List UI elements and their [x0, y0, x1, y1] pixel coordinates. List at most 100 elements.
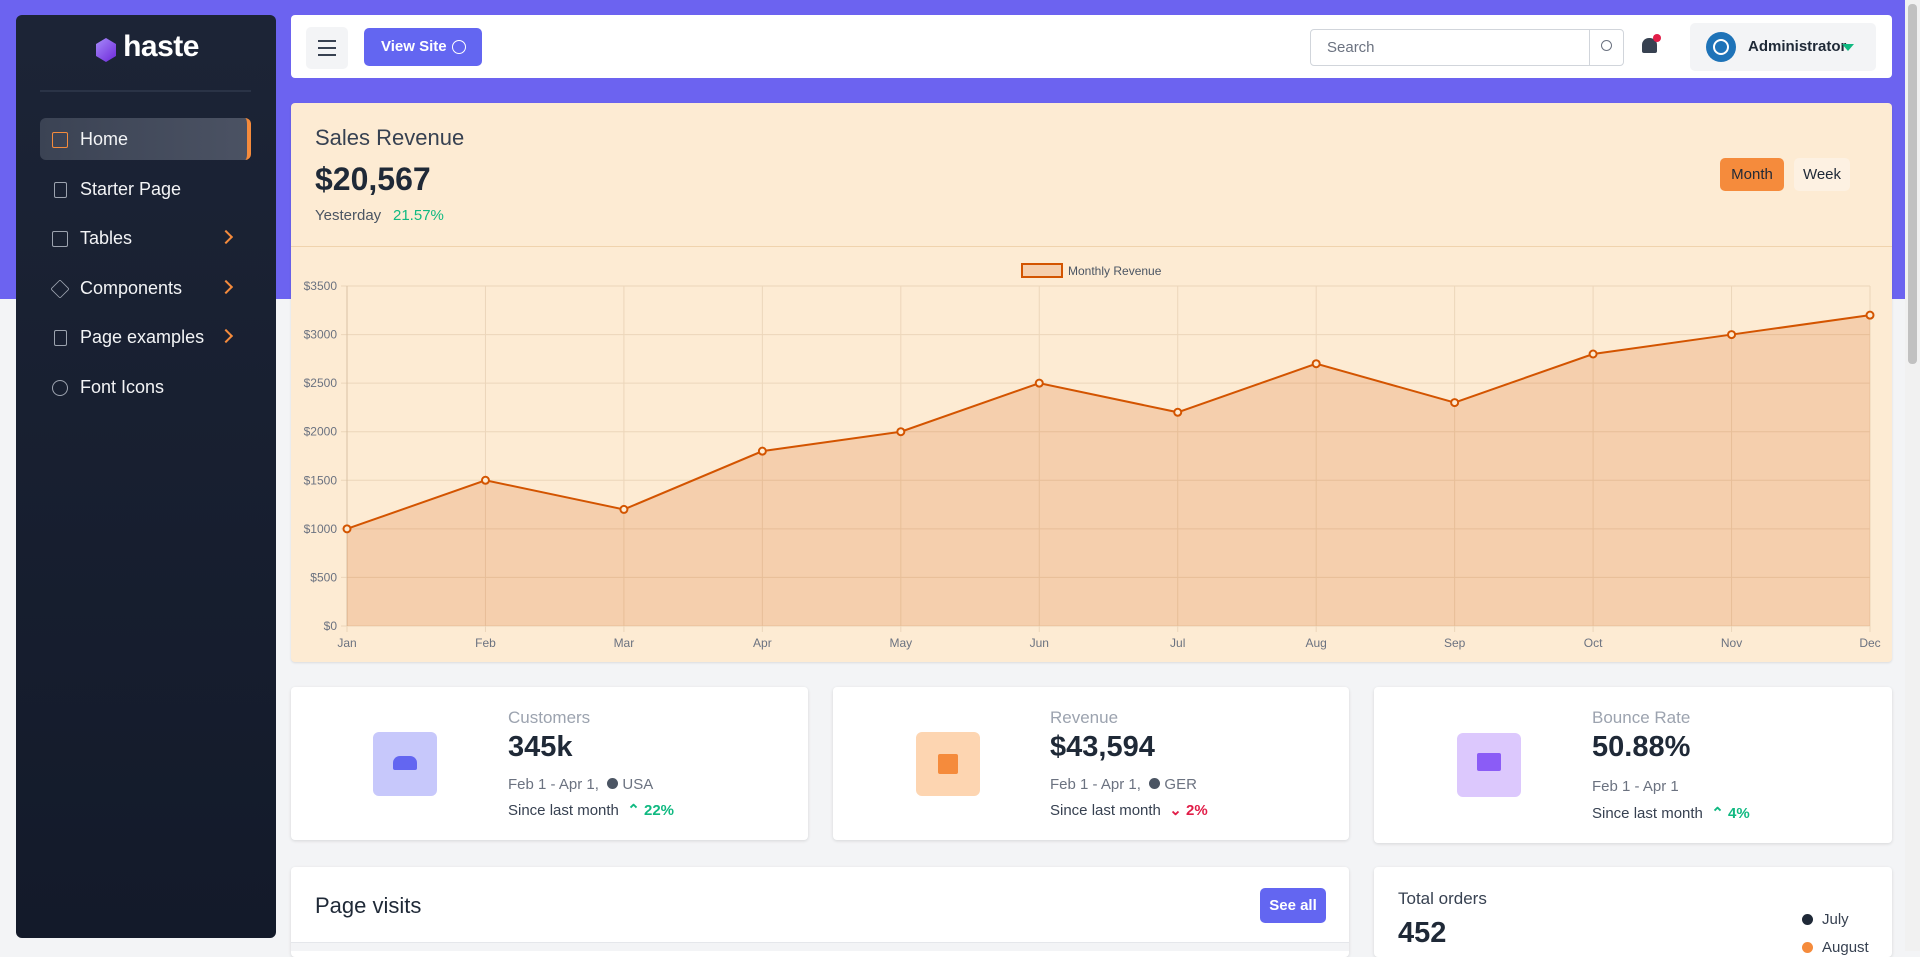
menu-item[interactable]: Components [40, 267, 251, 309]
legend-dot [1802, 942, 1813, 953]
menu-item[interactable]: Font Icons [40, 366, 251, 408]
orders-value: 452 [1398, 917, 1447, 949]
date: Feb 1 - Apr 1, [1050, 776, 1141, 793]
x-tick-label: Dec [1859, 636, 1880, 650]
menu-item[interactable]: Home [40, 118, 251, 160]
since: Since last month [1592, 805, 1703, 822]
notification-bell[interactable] [1642, 38, 1657, 53]
y-tick-label: $2000 [304, 425, 338, 439]
x-tick-label: Nov [1721, 636, 1742, 650]
x-tick-label: May [889, 636, 912, 650]
y-tick-label: $2500 [304, 376, 338, 390]
stat-date: Feb 1 - Apr 1, GER [1050, 776, 1197, 793]
divider [40, 90, 251, 92]
revenue-chart: $0 $500 $1000 $1500 $2000 $2500 $3000 $3500 Jan F… [304, 263, 1881, 650]
tab-button[interactable]: Week [1794, 158, 1850, 191]
stat-value: $43,594 [1050, 731, 1155, 763]
point [1173, 407, 1183, 417]
brand-logo [96, 38, 116, 62]
stat-change: 2% [1185, 802, 1208, 819]
see-all-button[interactable]: See all [1260, 888, 1326, 923]
view-site-button[interactable]: View Site [364, 28, 482, 66]
stat-date: Feb 1 - Apr 1, USA [508, 776, 653, 793]
avatar [1706, 32, 1736, 62]
point [1311, 359, 1321, 369]
stat-since: Since last month ⌃ 22% [508, 802, 675, 819]
y-tick-label: $500 [310, 570, 337, 584]
menu-item[interactable]: Starter Page [40, 168, 251, 210]
stat-icon [916, 732, 980, 796]
menu-label: Starter Page [80, 179, 182, 199]
menu-label: Tables [80, 228, 133, 248]
chevron [218, 229, 234, 245]
brand[interactable]: haste [123, 30, 199, 63]
y-tick-label: $3500 [304, 279, 338, 293]
tab-button[interactable]: Month [1720, 158, 1784, 191]
period: Yesterday [315, 207, 382, 224]
icon [54, 182, 67, 198]
orders-card [1374, 867, 1892, 957]
sales-card [291, 103, 1892, 662]
region: GER [1164, 776, 1197, 793]
stat-change: 4% [1727, 805, 1750, 822]
x-tick-label: Jul [1170, 636, 1185, 650]
point [1450, 398, 1460, 408]
area [347, 315, 1870, 626]
stat-since: Since last month ⌄ 2% [1050, 802, 1208, 819]
point [1727, 330, 1737, 340]
line [346, 314, 1871, 530]
divider [291, 246, 1892, 247]
y-tick-label: $1000 [304, 522, 338, 536]
menu-label: Font Icons [80, 377, 165, 397]
icon [52, 380, 68, 396]
x-tick-label: Sep [1444, 636, 1466, 650]
table-header [291, 942, 1349, 951]
stat-icon [373, 732, 437, 796]
change: 21.57% [393, 207, 444, 224]
x-tick-label: Apr [753, 636, 772, 650]
stat-title: Bounce Rate [1592, 708, 1691, 727]
menu-label: Home [80, 129, 129, 149]
x-tick-label: Mar [614, 636, 635, 650]
point [1865, 310, 1875, 320]
x-tick-label: Jun [1030, 636, 1049, 650]
legend-label: July [1822, 911, 1849, 928]
icon [52, 132, 68, 148]
stat-icon [1457, 733, 1521, 797]
header [291, 15, 1892, 78]
caret [1842, 44, 1854, 51]
x-tick-label: Oct [1584, 636, 1603, 650]
legend-label: August [1822, 939, 1869, 956]
x-tick-label: Feb [475, 636, 496, 650]
user-name: Administrator [1748, 38, 1847, 55]
menu-item[interactable]: Tables [40, 217, 251, 259]
chevron [218, 279, 234, 295]
button-label: View Site [381, 38, 447, 55]
since: Since last month [508, 802, 619, 819]
card-title: Total orders [1398, 889, 1487, 908]
user-menu[interactable]: Administrator [1690, 23, 1876, 71]
menu-toggle[interactable] [306, 27, 348, 69]
point [757, 446, 767, 456]
date: Feb 1 - Apr 1, [508, 776, 599, 793]
scrollbar-thumb[interactable] [1908, 4, 1917, 364]
point [619, 504, 629, 514]
x-tick-label: Jan [337, 636, 356, 650]
menu-label: Components [80, 278, 183, 298]
search-button[interactable] [1589, 29, 1624, 66]
card-title: Sales Revenue [315, 125, 465, 150]
x-tick-label: Aug [1306, 636, 1327, 650]
y-tick-label: $0 [324, 619, 338, 633]
menu-item[interactable]: Page examples [40, 316, 251, 358]
search-input[interactable]: Search [1310, 29, 1624, 66]
icon [52, 231, 68, 247]
stat-title: Revenue [1050, 708, 1119, 727]
legend-label: Monthly Revenue [1068, 264, 1162, 278]
icon [50, 279, 70, 299]
menu-label: Page examples [80, 327, 205, 347]
icon [54, 330, 67, 346]
notification-dot [1653, 34, 1661, 42]
point [896, 427, 906, 437]
stat-since: Since last month ⌃ 4% [1592, 805, 1750, 822]
sidebar [16, 15, 276, 938]
